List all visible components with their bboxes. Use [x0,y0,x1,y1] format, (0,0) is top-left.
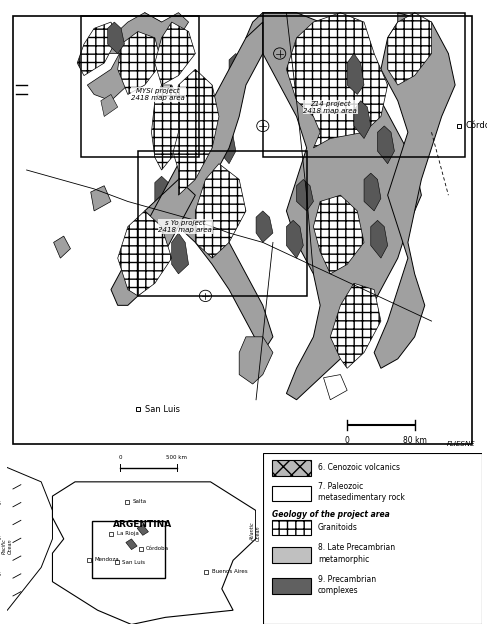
Polygon shape [54,236,71,258]
Bar [272,460,311,476]
Polygon shape [172,233,188,274]
Polygon shape [185,189,202,227]
Polygon shape [195,164,246,258]
Bar [92,521,166,578]
Polygon shape [246,13,421,400]
Polygon shape [87,13,162,101]
Text: 8. Late Precambrian
metamorphic: 8. Late Precambrian metamorphic [318,543,395,564]
Text: 0: 0 [345,436,350,445]
Polygon shape [388,13,431,85]
Polygon shape [155,176,172,211]
Text: 7. Paleozoic
metasedimentary rock: 7. Paleozoic metasedimentary rock [318,482,405,502]
Polygon shape [151,85,178,170]
Polygon shape [118,211,172,296]
Bar [138,151,307,296]
Polygon shape [377,126,394,164]
Text: Córdoba: Córdoba [146,547,169,552]
Polygon shape [314,195,364,274]
Text: Córdoba: Córdoba [465,122,487,131]
Polygon shape [219,126,236,164]
Polygon shape [145,22,273,353]
Polygon shape [108,22,125,53]
Bar [80,16,199,157]
Polygon shape [94,13,188,69]
Polygon shape [256,211,273,242]
Text: Z14 project
2418 map area: Z14 project 2418 map area [303,101,357,113]
Polygon shape [347,53,364,94]
Polygon shape [118,32,162,94]
Text: Buenos Aires: Buenos Aires [212,569,247,574]
Text: Atlantic
Ocean: Atlantic Ocean [250,522,261,541]
Polygon shape [137,525,149,535]
Polygon shape [206,224,222,258]
Text: s Yo project
2418 map area: s Yo project 2418 map area [158,220,212,233]
Text: La Rioja: La Rioja [117,531,139,536]
Text: San Luis: San Luis [145,404,180,414]
Text: 9. Precambrian
complexes: 9. Precambrian complexes [318,575,376,595]
Polygon shape [229,53,246,85]
Text: Mendoza: Mendoza [94,557,119,562]
Bar [263,13,465,157]
Polygon shape [111,179,195,306]
Polygon shape [286,221,303,258]
Bar [272,547,311,563]
Bar [272,520,311,536]
Polygon shape [101,94,118,117]
Text: MYSi project
2418 map area: MYSi project 2418 map area [131,88,185,101]
Bar [272,578,311,593]
Polygon shape [297,179,314,211]
Polygon shape [371,221,388,258]
Polygon shape [323,375,347,400]
Text: Granitoids: Granitoids [318,523,357,533]
Polygon shape [286,13,388,148]
Text: San Luis: San Luis [122,560,146,565]
Text: 30°S: 30°S [0,536,1,541]
Polygon shape [330,283,381,368]
Polygon shape [155,22,195,85]
Text: 0: 0 [118,455,122,460]
Polygon shape [77,22,118,75]
Polygon shape [126,539,137,550]
Text: Pacific
Ocean: Pacific Ocean [2,538,13,554]
Polygon shape [354,101,371,139]
Polygon shape [364,173,381,211]
Text: 500 km: 500 km [166,455,187,460]
Polygon shape [172,69,219,195]
Text: ARGENTINA: ARGENTINA [113,520,172,529]
Text: 80 km: 80 km [403,436,427,445]
Text: FLIESNE: FLIESNE [447,441,475,447]
Text: 6. Cenozoic volcanics: 6. Cenozoic volcanics [318,463,400,472]
Text: 35°S: 35°S [0,572,1,577]
Polygon shape [53,482,256,624]
Polygon shape [91,186,111,211]
Text: Salta: Salta [132,500,147,504]
Text: Geology of the project area: Geology of the project area [272,510,390,519]
Polygon shape [239,337,273,384]
Polygon shape [374,13,455,368]
Text: 25°S: 25°S [0,501,1,506]
Bar [272,486,311,501]
